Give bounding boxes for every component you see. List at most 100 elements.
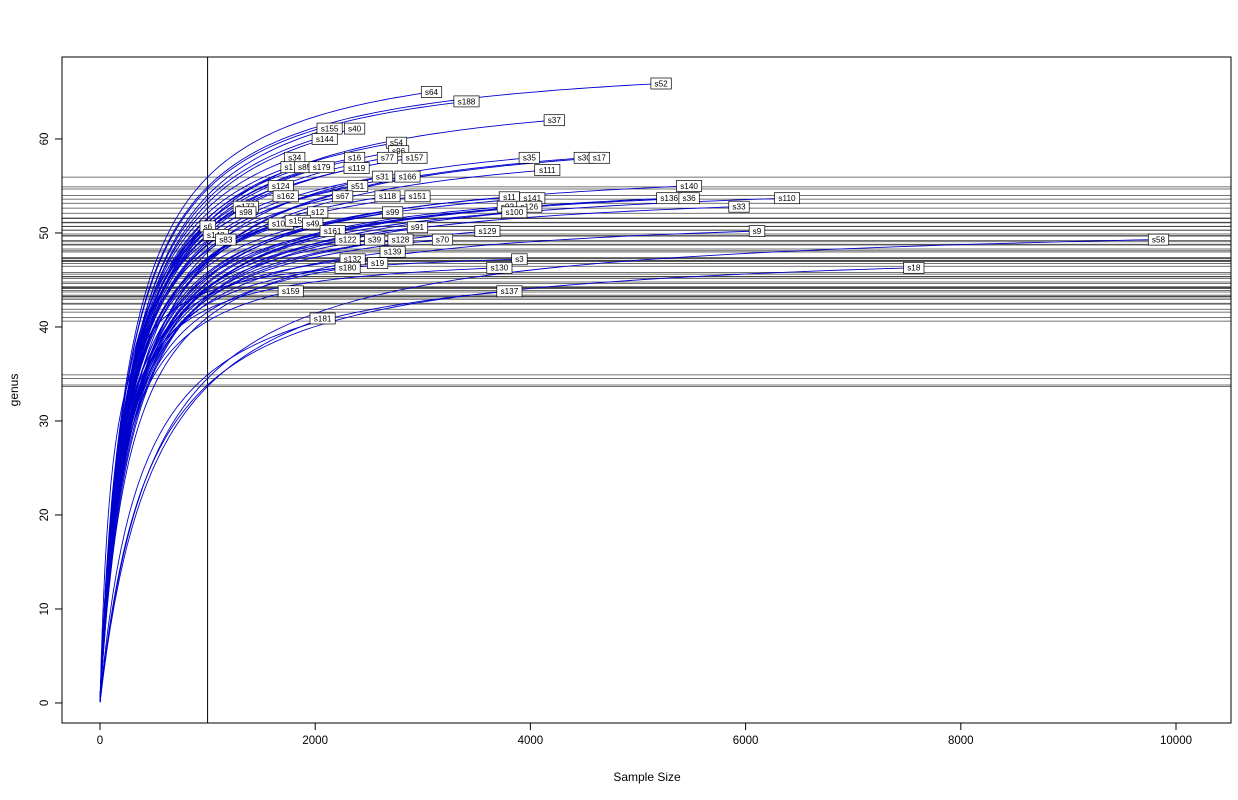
curve-label-box-s128: [387, 233, 414, 246]
curve-label-s6: s6: [203, 222, 212, 231]
curve-label-s77: s77: [381, 154, 395, 163]
curve-label-s12: s12: [311, 208, 325, 217]
curve-label-s91: s91: [411, 223, 425, 232]
curve-label-s159: s159: [282, 287, 300, 296]
curve-line-s136: [99, 197, 670, 702]
curve-label-s37: s37: [548, 116, 562, 125]
curve-line-s119: [99, 167, 358, 702]
curve-label-s9: s9: [753, 227, 762, 236]
curve-label-box-s130: [486, 261, 513, 274]
curve-label-s3: s3: [515, 255, 524, 264]
curve-label-box-s3: [511, 253, 528, 266]
curve-label-s157: s157: [406, 154, 424, 163]
curve-line-s110: [99, 197, 788, 702]
curve-label-s155: s155: [321, 125, 339, 134]
curve-label-s161: s161: [324, 227, 342, 236]
curve-label-s33: s33: [732, 203, 746, 212]
x-tick-label: 8000: [948, 735, 974, 747]
curve-label-s58: s58: [1152, 236, 1166, 245]
curve-line-s19: [99, 262, 379, 701]
curve-label-s49: s49: [306, 220, 320, 229]
curve-label-box-s122: [334, 233, 361, 246]
curve-label-box-s159: [277, 285, 304, 298]
curve-label-box-s17: [588, 151, 610, 164]
curve-label-s179: s179: [313, 163, 331, 172]
x-tick-label: 10000: [1160, 735, 1192, 747]
curve-label-box-s162: [272, 190, 299, 203]
curve-label-box-s96: [388, 145, 410, 158]
axes: 0 2000 4000 6000 8000 10000 0 10 20 30 40 50 60: [39, 56, 1232, 747]
curve-label-s118: s118: [379, 192, 397, 201]
curve-label-s16: s16: [348, 154, 362, 163]
curve-label-box-s18: [903, 261, 925, 274]
curve-label-s180: s180: [339, 264, 357, 273]
curve-label-s36: s36: [682, 194, 696, 203]
curve-label-box-s70: [431, 233, 454, 246]
curve-label-box-s140: [676, 180, 703, 192]
curve-label-s34: s34: [288, 154, 302, 163]
curve-label-s162: s162: [277, 192, 295, 201]
curve-label-s128: s128: [392, 236, 410, 245]
curve-label-box-s31: [371, 170, 394, 183]
curve-line-s132: [99, 258, 354, 701]
curve-line-s181: [99, 318, 324, 703]
y-tick-label: 30: [39, 415, 51, 428]
curve-label-box-s99: [382, 206, 404, 219]
x-tick-label: 2000: [302, 735, 328, 747]
curve-label-box-s161: [319, 225, 346, 237]
curve-line-s58: [99, 239, 1159, 703]
curve-line-s161: [99, 230, 334, 702]
plot-box: [61, 56, 1232, 724]
curve-label-s102: s102: [272, 220, 290, 229]
curve-line-s33: [99, 206, 740, 702]
curve-label-box-s37: [543, 114, 565, 127]
curve-label-box-s119: [343, 162, 370, 174]
curve-label-s39: s39: [368, 236, 382, 245]
curve-label-s151: s151: [409, 192, 427, 201]
curve-label-box-s188: [453, 95, 480, 108]
y-axis-title: genus: [7, 373, 21, 407]
y-tick-label: 40: [39, 321, 51, 334]
curve-label-s99: s99: [386, 208, 400, 217]
curve-label-box-s19: [367, 257, 389, 269]
curve-label-s129: s129: [479, 227, 497, 236]
curve-label-box-s144: [311, 133, 338, 145]
curve-label-s11: s11: [503, 193, 516, 202]
curve-line-s130: [99, 267, 500, 701]
curve-line-s159: [99, 290, 292, 702]
curve-label-s19: s19: [371, 259, 385, 268]
curve-label-box-s9: [748, 225, 766, 237]
curve-line-s99: [99, 211, 394, 702]
curve-label-s85: s85: [298, 163, 312, 172]
curve-label-s132: s132: [344, 255, 362, 264]
curve-label-box-s157: [401, 151, 428, 164]
curve-label-s188: s188: [458, 97, 476, 106]
y-tick-label: 10: [39, 603, 51, 616]
curve-label-box-s40: [344, 122, 366, 135]
y-tick-label: 20: [39, 509, 51, 522]
x-axis-title: Sample Size: [613, 770, 681, 784]
curve-label-box-s151: [404, 190, 431, 203]
curve-label-s140: s140: [680, 182, 698, 191]
x-tick-label: 6000: [733, 735, 759, 747]
curve-label-s124: s124: [272, 182, 290, 191]
curve-label-box-s166: [394, 170, 421, 183]
curve-line-s9: [99, 230, 758, 702]
curve-label-s54: s54: [390, 139, 404, 148]
curve-line-s18: [99, 267, 915, 703]
curve-label-s126: s126: [520, 203, 538, 212]
curve-label-box-s58: [1147, 233, 1170, 246]
curve-label-s144: s144: [316, 135, 334, 144]
curve-line-s122: [99, 239, 349, 702]
curve-label-box-s64: [420, 86, 443, 98]
curve-label-box-s180: [334, 261, 361, 274]
curve-label-box-s98: [235, 206, 257, 219]
curve-label-s122: s122: [339, 236, 357, 245]
curve-label-s67: s67: [336, 192, 350, 201]
curve-label-s96: s96: [392, 147, 406, 156]
y-tick-label: 0: [39, 700, 51, 706]
curve-label-box-s83: [215, 233, 237, 246]
curve-label-s52: s52: [654, 79, 668, 88]
